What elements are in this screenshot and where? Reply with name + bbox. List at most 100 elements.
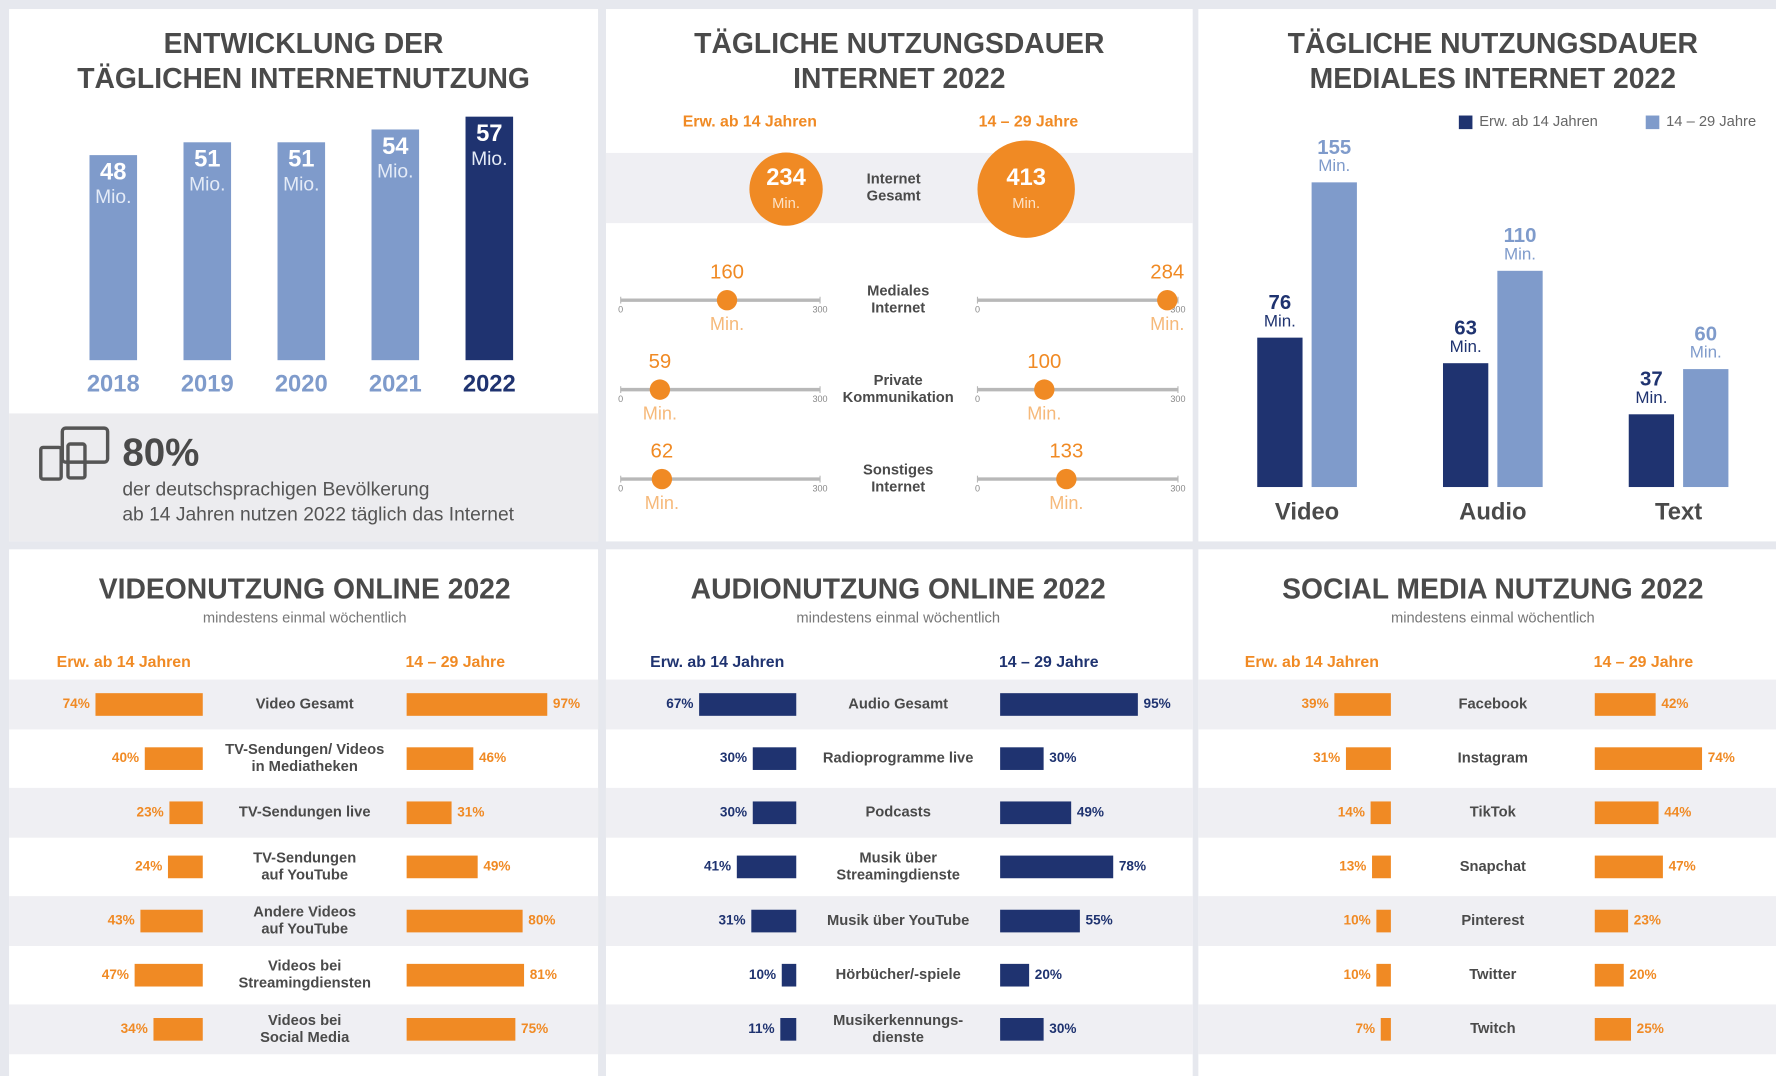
- bar: [1000, 801, 1072, 825]
- dot: [1034, 379, 1055, 400]
- unit-label: Min.: [772, 196, 800, 212]
- value-label: 30%: [1049, 750, 1076, 765]
- bar: [1376, 909, 1391, 933]
- bar: [277, 142, 326, 361]
- value-label: 49%: [1077, 804, 1104, 819]
- legend-label: Erw. ab 14 Jahren: [683, 114, 817, 131]
- bar: [1594, 693, 1656, 716]
- category-label: Radioprogramme live: [823, 751, 974, 767]
- value-label: 31%: [457, 804, 484, 819]
- unit-label: Min.: [645, 493, 679, 513]
- bar: [406, 855, 478, 879]
- bar: [183, 142, 232, 361]
- stat-text: ab 14 Jahren nutzen 2022 täglich das Int…: [122, 504, 514, 525]
- value-label: 40%: [112, 750, 139, 765]
- value-label: 413: [1006, 164, 1046, 191]
- unit-label: Min.: [1264, 311, 1296, 330]
- value-label: 47%: [1669, 859, 1696, 874]
- bar: [1000, 1018, 1044, 1041]
- x-tick-label: 300: [1170, 305, 1185, 315]
- value-label: 11%: [748, 1021, 774, 1036]
- value-label: 34%: [121, 1021, 148, 1036]
- unit-label: Mio.: [95, 187, 131, 208]
- x-tick-label: 0: [975, 394, 980, 404]
- dot: [651, 468, 673, 490]
- unit-label: Min.: [1318, 156, 1350, 175]
- value-label: 41%: [704, 859, 731, 874]
- value-label: 47%: [102, 967, 129, 982]
- value-label: 80%: [528, 913, 555, 928]
- bar: [1000, 747, 1044, 770]
- row-stripe: [9, 787, 599, 838]
- value-label: 10%: [1344, 913, 1371, 928]
- legend-label: 14 – 29 Jahre: [999, 654, 1099, 671]
- value-label: 23%: [137, 804, 164, 819]
- value-label: 155: [1317, 137, 1351, 159]
- category-label: Snapchat: [1460, 859, 1526, 875]
- x-tick-label: 300: [1170, 394, 1185, 404]
- value-label: 133: [1049, 440, 1083, 462]
- bar: [134, 963, 203, 987]
- chart-subtitle: mindestens einmal wöchentlich: [796, 610, 1000, 626]
- bar: [406, 1018, 516, 1041]
- category-label: Video Gesamt: [256, 696, 354, 712]
- value-label: 48: [100, 159, 126, 186]
- unit-label: Mio.: [471, 149, 507, 170]
- x-tick-label: Audio: [1459, 498, 1526, 525]
- x-tick-label: 2018: [87, 370, 140, 397]
- bar: [1000, 963, 1030, 987]
- category-label: TikTok: [1470, 805, 1517, 821]
- x-tick-label: 300: [812, 484, 827, 494]
- legend-label: Erw. ab 14 Jahren: [1479, 114, 1598, 130]
- bar: [1380, 1018, 1391, 1041]
- bar: [1594, 801, 1659, 825]
- chart-title: TÄGLICHEN INTERNETNUTZUNG: [77, 62, 530, 94]
- category-label: Private Kommunikation: [843, 373, 954, 406]
- category-label: TV-Sendungen live: [239, 805, 371, 821]
- bar: [751, 909, 797, 933]
- chart-title: ENTWICKLUNG DER: [164, 27, 444, 59]
- value-label: 13%: [1339, 859, 1366, 874]
- chart-title: INTERNET 2022: [793, 62, 1005, 94]
- total-band: [605, 152, 1193, 224]
- value-label: 14%: [1338, 804, 1365, 819]
- value-label: 284: [1150, 261, 1184, 283]
- device-icon: [39, 426, 110, 481]
- legend-label: 14 – 29 Jahre: [979, 114, 1079, 131]
- x-tick-label: 2019: [181, 370, 234, 397]
- category-label: Facebook: [1458, 696, 1528, 712]
- legend-label: 14 – 29 Jahre: [405, 654, 505, 671]
- chart-title: AUDIONUTZUNG ONLINE 2022: [691, 573, 1106, 605]
- value-label: 23%: [1634, 913, 1661, 928]
- legend-swatch: [1645, 115, 1660, 130]
- bar: [752, 801, 797, 825]
- x-tick-label: 0: [975, 484, 980, 494]
- bar: [406, 963, 525, 987]
- row-stripe: [1198, 896, 1776, 946]
- category-label: Instagram: [1458, 751, 1528, 767]
- value-label: 20%: [1629, 967, 1656, 982]
- value-label: 46%: [479, 750, 506, 765]
- bar: [1000, 909, 1080, 933]
- legend-swatch: [1458, 115, 1473, 130]
- bar: [1000, 855, 1114, 879]
- bar: [169, 801, 203, 825]
- category-label: TV-Sendungen/ Videos in Mediatheken: [225, 742, 384, 775]
- category-label: Twitter: [1469, 967, 1516, 983]
- row-stripe: [1198, 787, 1776, 838]
- bar: [1257, 337, 1303, 488]
- bar: [95, 693, 203, 716]
- category-label: TV-Sendungen auf YouTube: [253, 850, 356, 883]
- x-tick-label: 300: [812, 394, 827, 404]
- x-tick-label: 0: [618, 394, 623, 404]
- bar: [1594, 1018, 1632, 1041]
- value-label: 110: [1504, 225, 1537, 247]
- row-stripe: [605, 787, 1193, 838]
- category-label: Andere Videos auf YouTube: [253, 904, 356, 937]
- bar: [1497, 270, 1543, 488]
- row-stripe: [605, 896, 1193, 946]
- value-label: 234: [766, 164, 806, 191]
- bar: [406, 693, 548, 716]
- value-label: 78%: [1119, 859, 1146, 874]
- value-label: 31%: [718, 913, 745, 928]
